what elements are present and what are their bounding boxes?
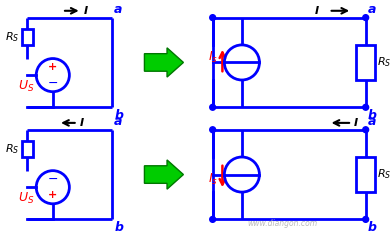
Bar (356, 45, 376, 80)
Text: a: a (114, 115, 123, 128)
Text: −: − (47, 173, 58, 186)
Text: a: a (114, 3, 123, 16)
Text: $I_s$: $I_s$ (209, 172, 218, 187)
Text: $I_s$: $I_s$ (209, 50, 218, 65)
Circle shape (210, 127, 216, 133)
Circle shape (210, 15, 216, 21)
Circle shape (363, 127, 368, 133)
Circle shape (363, 15, 368, 21)
Text: $R_S$: $R_S$ (5, 142, 20, 156)
Bar (22, 141, 33, 157)
Text: b: b (368, 109, 377, 122)
Text: $R_S$: $R_S$ (377, 168, 392, 182)
Text: I: I (83, 6, 88, 16)
Circle shape (210, 104, 216, 110)
Text: a: a (368, 3, 376, 16)
Circle shape (210, 216, 216, 222)
Text: I: I (80, 118, 84, 128)
Polygon shape (144, 160, 183, 189)
Circle shape (363, 104, 368, 110)
Text: www.diangon.com: www.diangon.com (248, 219, 318, 228)
Text: I: I (354, 118, 358, 128)
Text: $R_S$: $R_S$ (377, 55, 392, 69)
Text: $R_S$: $R_S$ (5, 30, 20, 44)
Text: $U_S$: $U_S$ (18, 79, 34, 94)
Text: a: a (368, 115, 376, 128)
Text: −: − (47, 77, 58, 90)
Text: +: + (48, 190, 57, 200)
Bar (22, 29, 33, 45)
Bar (356, 157, 376, 192)
Circle shape (363, 216, 368, 222)
Polygon shape (144, 48, 183, 77)
Text: +: + (48, 62, 57, 72)
Text: I: I (315, 6, 319, 16)
Text: $U_S$: $U_S$ (18, 191, 34, 206)
Text: b: b (368, 221, 377, 234)
Text: b: b (114, 221, 123, 234)
Text: b: b (114, 109, 123, 122)
